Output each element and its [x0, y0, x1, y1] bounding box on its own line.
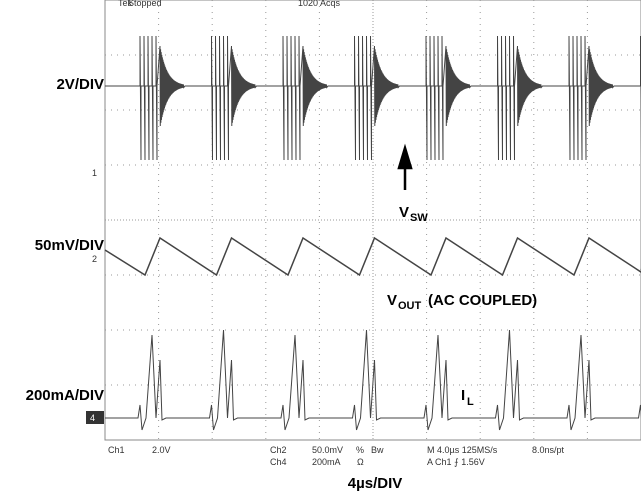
- ch4-scale: 200mA/DIV: [26, 387, 104, 404]
- il-label: I: [461, 387, 465, 404]
- vsw-trace: [105, 35, 641, 161]
- state: Stopped: [128, 0, 162, 8]
- vout-label: V: [387, 292, 397, 309]
- readout-text: Ω: [357, 457, 364, 467]
- readout-text: 50.0mV: [312, 445, 343, 455]
- readout-text: 8.0ns/pt: [532, 445, 565, 455]
- readout-text: 200mA: [312, 457, 341, 467]
- readout-text: 2.0V: [152, 445, 171, 455]
- il-sub: L: [467, 396, 474, 408]
- waveforms: [104, 35, 641, 431]
- acquisitions: 1020 Acqs: [298, 0, 341, 8]
- time-scale: 4µs/DIV: [348, 475, 403, 492]
- marker-box: [86, 411, 104, 424]
- vout-trace: [104, 236, 641, 277]
- readout-text: Ch1: [108, 445, 125, 455]
- vout-sub: OUT: [398, 300, 422, 312]
- ch2-scale: 50mV/DIV: [35, 237, 104, 254]
- readout: Ch1 2.0V Ch2 50.0mV% Bw M 4.0µs 125MS/s 8.0ns/…: [108, 445, 565, 467]
- brand: Tek: [118, 0, 133, 8]
- il-trace: [105, 329, 641, 431]
- vsw-sub: SW: [410, 212, 428, 224]
- vsw-label: V: [399, 204, 409, 221]
- arrow: [397, 143, 413, 190]
- readout-text: Ch4: [270, 457, 287, 467]
- marker: 2: [92, 254, 97, 264]
- readout-text: A Ch1 ⨍ 1.56V: [427, 457, 485, 467]
- grid: [105, 0, 641, 440]
- vout-note: (AC COUPLED): [428, 292, 537, 309]
- readout-text: M 4.0µs 125MS/s: [427, 445, 498, 455]
- readout-text: %: [356, 445, 364, 455]
- ch1-scale: 2V/DIV: [56, 76, 104, 93]
- readout-text: Bw: [371, 445, 384, 455]
- marker: 1: [92, 168, 97, 178]
- marker: 4: [90, 413, 95, 423]
- readout-text: Ch2: [270, 445, 287, 455]
